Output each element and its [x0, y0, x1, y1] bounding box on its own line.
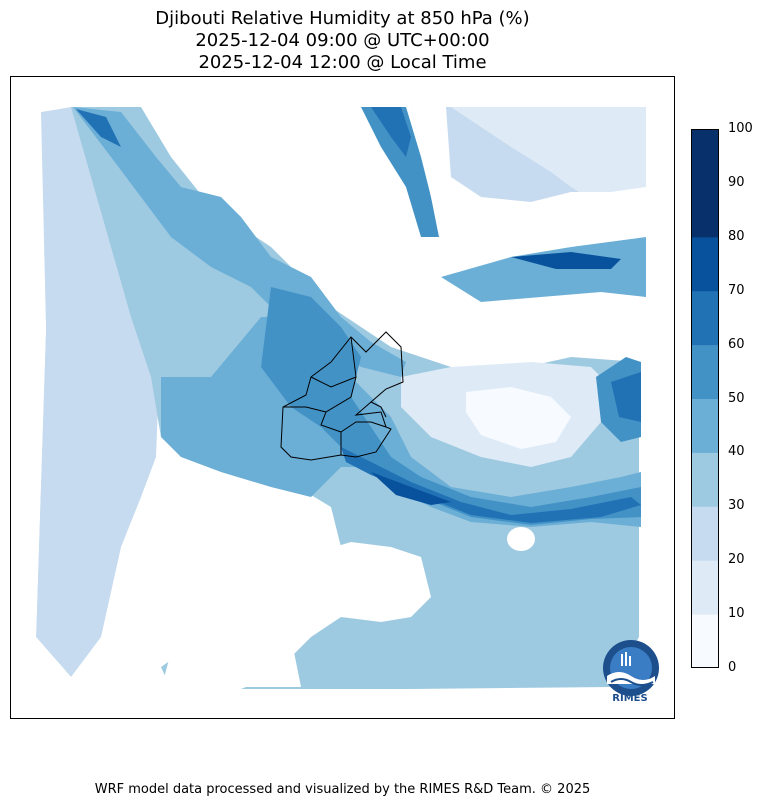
no-data-top-strip [11, 77, 674, 105]
colorbar [691, 129, 719, 668]
colorbar-segment-5 [691, 344, 719, 399]
map-title-line-1: Djibouti Relative Humidity at 850 hPa (%… [155, 8, 530, 29]
humidity-band-60-70-east [611, 372, 641, 422]
no-data-right-strip [646, 77, 674, 718]
colorbar-tick-label: 40 [728, 444, 745, 460]
humidity-contour-field [11, 77, 674, 718]
colorbar-tick-labels: 0 10 20 30 40 50 60 70 80 90 100 [728, 0, 764, 808]
humidity-band-0-10-core [466, 387, 571, 449]
country-border [280, 331, 404, 461]
map-title-line-2: 2025-12-04 09:00 @ UTC+00:00 [195, 30, 490, 51]
djibouti-boundaries [280, 331, 404, 461]
colorbar-segment-0 [691, 614, 719, 668]
colorbar-segment-6 [691, 290, 719, 346]
region-border [310, 336, 357, 388]
colorbar-segment-3 [691, 452, 719, 507]
colorbar-tick-label: 0 [728, 660, 737, 675]
colorbar-segment-9 [691, 129, 719, 184]
region-border [370, 401, 387, 418]
colorbar-segment-7 [691, 236, 719, 292]
colorbar-tick-label: 80 [728, 228, 745, 244]
no-data-area-west [11, 77, 171, 718]
rimes-logo [603, 640, 659, 696]
humidity-band-10-20 [451, 107, 646, 212]
colorbar-tick-label: 20 [728, 552, 745, 568]
humidity-band-50-60-north [361, 107, 441, 237]
no-data-area-north [411, 107, 646, 257]
colorbar-border [691, 129, 719, 668]
colorbar-tick-label: 10 [728, 606, 745, 622]
no-data-spot [507, 527, 535, 551]
colorbar-segment-4 [691, 398, 719, 453]
no-data-area-south [161, 542, 431, 689]
colorbar-tick-label: 90 [728, 174, 745, 190]
region-border [320, 376, 357, 455]
colorbar-segment-1 [691, 560, 719, 615]
colorbar-tick-label: 60 [728, 336, 745, 352]
humidity-band-40-50-east [441, 232, 646, 302]
colorbar-tick-label: 50 [728, 390, 745, 406]
footer-credit: WRF model data processed and visualized … [94, 782, 591, 797]
region-border [283, 406, 327, 413]
map-title-line-3: 2025-12-04 12:00 @ Local Time [198, 52, 487, 73]
colorbar-tick-label: 70 [728, 282, 745, 298]
colorbar-tick-label: 30 [728, 498, 745, 514]
humidity-map [10, 76, 675, 719]
region-border [340, 421, 387, 433]
rimes-logo-text: RIMES [612, 693, 648, 704]
no-data-bottom-strip [11, 690, 674, 718]
humidity-band-50-60-coast [261, 287, 641, 525]
colorbar-segment-2 [691, 506, 719, 561]
humidity-band-60-70-north [76, 107, 411, 157]
colorbar-segment-8 [691, 182, 719, 238]
colorbar-tick-label: 100 [728, 121, 753, 136]
